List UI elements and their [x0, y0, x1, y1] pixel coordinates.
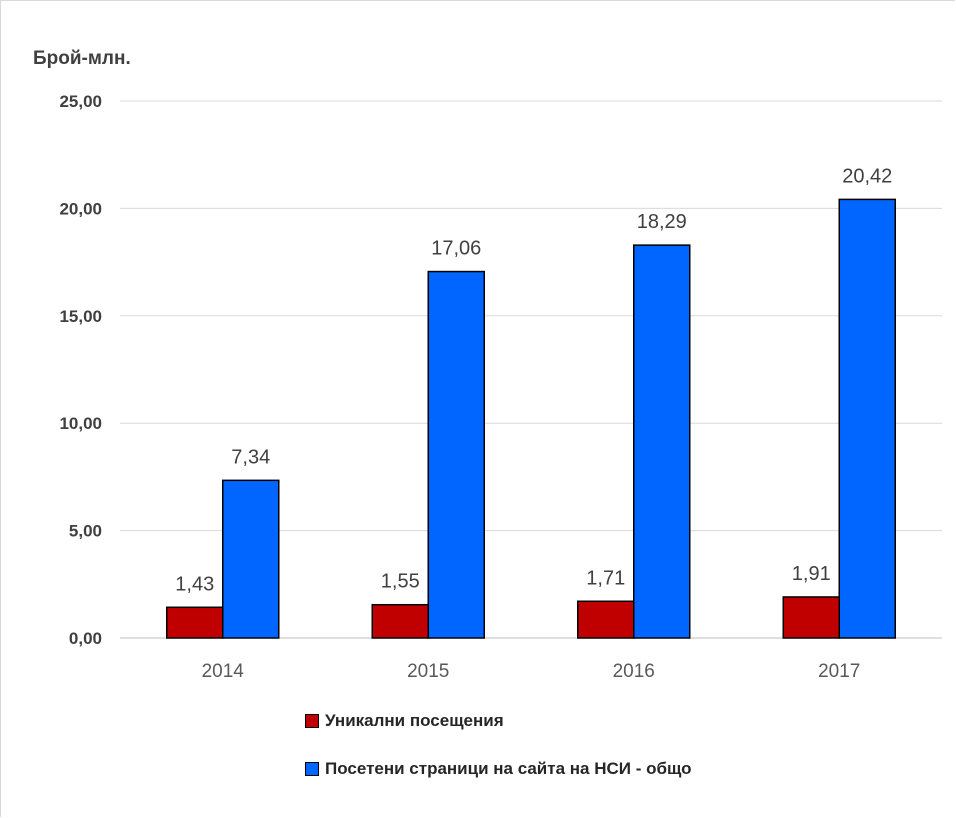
bar-page-views	[633, 244, 691, 639]
data-label: 1,71	[586, 567, 625, 589]
y-tick-label: 0,00	[69, 629, 102, 648]
legend-item-page-views: Посетени страници на сайта на НСИ - общо	[305, 756, 691, 782]
bar-page-views	[838, 198, 896, 639]
legend-swatch-unique-visits	[305, 714, 319, 728]
y-tick-label: 25,00	[59, 92, 102, 111]
bar-page-views	[427, 270, 485, 639]
data-label: 17,06	[431, 238, 481, 260]
legend-item-unique-visits: Уникални посещения	[305, 708, 691, 734]
y-axis-title: Брой-млн.	[33, 48, 131, 69]
legend-label-page-views: Посетени страници на сайта на НСИ - общо	[325, 759, 692, 778]
x-tick-label: 2016	[613, 661, 655, 682]
bar-chart: 0,00 5,00 10,00 15,00 20,00 25,00 1,43 7,34 2014…	[59, 92, 942, 682]
y-tick-label: 15,00	[59, 307, 102, 326]
data-label: 7,34	[231, 446, 270, 468]
legend-swatch-page-views	[305, 762, 319, 776]
legend-label-unique-visits: Уникални посещения	[325, 711, 504, 730]
data-label: 1,91	[792, 563, 831, 585]
bar-unique-visits	[782, 596, 840, 639]
y-tick-label: 10,00	[59, 414, 102, 433]
data-label: 20,42	[842, 165, 892, 187]
legend: Уникални посещения Посетени страници на …	[305, 708, 691, 804]
x-tick-label: 2014	[202, 661, 245, 682]
data-label: 1,55	[381, 571, 420, 593]
data-label: 18,29	[637, 211, 687, 233]
bar-unique-visits	[577, 600, 635, 639]
bar-unique-visits	[371, 603, 429, 639]
y-tick-label: 20,00	[59, 199, 102, 218]
y-tick-label: 5,00	[69, 522, 102, 541]
bar-unique-visits	[166, 606, 224, 639]
data-label: 1,43	[175, 573, 214, 595]
x-tick-label: 2017	[818, 661, 860, 682]
x-tick-label: 2015	[407, 661, 449, 682]
bar-page-views	[222, 479, 280, 639]
